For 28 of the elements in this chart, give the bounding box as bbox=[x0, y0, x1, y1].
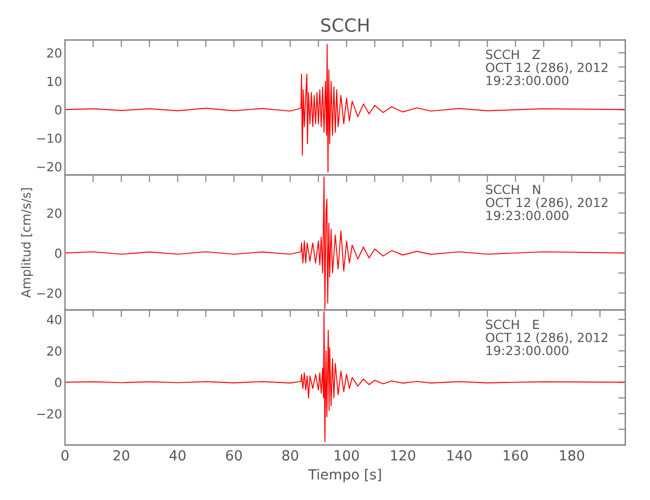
y-tick-label: 0 bbox=[55, 378, 62, 388]
x-tick-label: 40 bbox=[169, 450, 186, 461]
x-tick-label: 160 bbox=[504, 450, 528, 461]
y-axis-title: Amplitud [cm/s/s] bbox=[20, 188, 34, 298]
annotation: SCCH N OCT 12 (286), 2012 19:23:00.000 bbox=[486, 184, 608, 220]
x-axis-title: Tiempo [s] bbox=[308, 468, 381, 482]
y-tick-label: 0 bbox=[55, 105, 62, 115]
y-tick-label: −20 bbox=[37, 409, 62, 419]
x-tick-label: 140 bbox=[447, 450, 472, 461]
y-tick-label: 20 bbox=[47, 48, 62, 58]
y-tick-label: 0 bbox=[55, 248, 62, 258]
chart-title: SCCH bbox=[321, 18, 368, 32]
x-tick-label: 100 bbox=[334, 450, 359, 461]
y-tick-label: −20 bbox=[37, 288, 62, 298]
line-series bbox=[65, 44, 626, 173]
annotation: SCCH Z OCT 12 (286), 2012 19:23:00.000 bbox=[486, 50, 608, 86]
x-tick-label: 180 bbox=[560, 450, 584, 461]
annotation: SCCH E OCT 12 (286), 2012 19:23:00.000 bbox=[486, 320, 608, 356]
x-tick-label: 20 bbox=[113, 450, 130, 461]
y-tick-label: −20 bbox=[37, 162, 62, 172]
y-tick-label: 20 bbox=[47, 208, 62, 218]
y-tick-label: 20 bbox=[47, 346, 62, 356]
y-tick-label: 40 bbox=[46, 314, 62, 324]
x-tick-label: 60 bbox=[226, 450, 242, 461]
x-tick-label: 120 bbox=[391, 450, 416, 461]
y-tick-label: 10 bbox=[48, 76, 62, 86]
x-tick-label: 80 bbox=[282, 450, 298, 461]
y-tick-label: −10 bbox=[37, 134, 62, 143]
